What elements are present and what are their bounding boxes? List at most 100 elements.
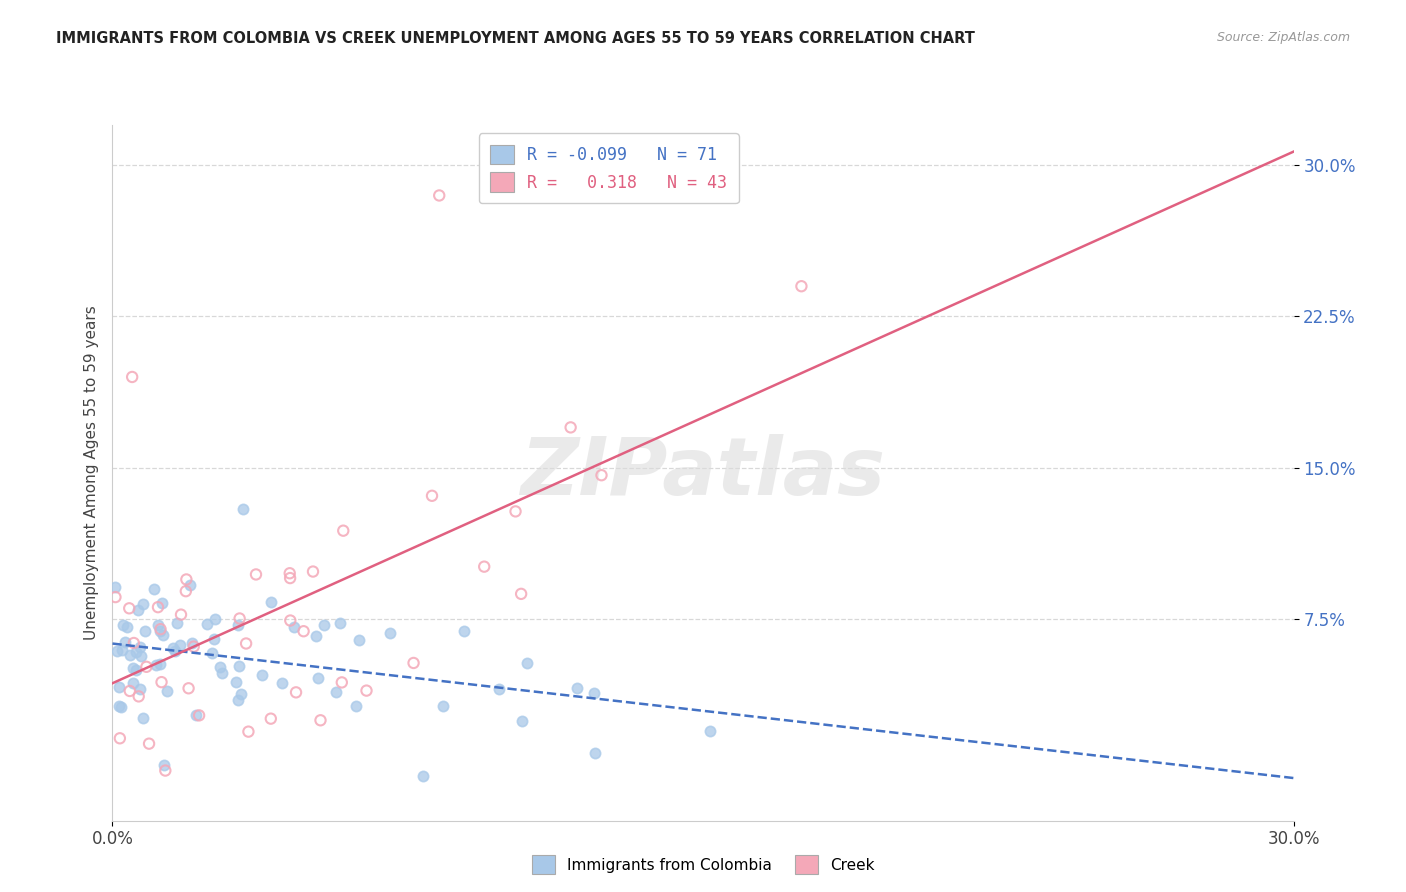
Point (177, 681, 200, 696)
Point (129, 682, 152, 697)
Point (245, 567, 267, 582)
Point (104, 590, 127, 604)
Point (170, 607, 193, 622)
Point (305, 629, 328, 643)
Point (135, 660, 157, 674)
Point (582, 686, 605, 700)
Point (149, 622, 172, 636)
Point (108, 731, 131, 746)
Point (278, 571, 301, 585)
Point (129, 649, 152, 664)
Point (134, 624, 156, 638)
Point (150, 675, 173, 690)
Point (314, 618, 336, 632)
Point (149, 657, 172, 671)
Point (108, 699, 131, 714)
Point (238, 724, 260, 739)
Point (112, 618, 135, 632)
Point (699, 724, 721, 739)
Point (111, 642, 134, 657)
Point (235, 636, 257, 650)
Point (118, 601, 141, 615)
Point (325, 685, 347, 699)
Point (115, 620, 138, 634)
Legend: R = -0.099   N = 71, R =   0.318   N = 43: R = -0.099 N = 71, R = 0.318 N = 43 (478, 133, 738, 203)
Text: ZIPatlas: ZIPatlas (520, 434, 886, 512)
Point (356, 683, 378, 698)
Point (146, 617, 169, 632)
Point (155, 764, 177, 778)
Point (278, 614, 301, 628)
Point (583, 746, 606, 760)
Point (332, 524, 354, 538)
Point (209, 660, 232, 674)
Point (510, 587, 533, 601)
Point (114, 634, 136, 648)
Point (165, 644, 187, 658)
Point (329, 615, 352, 630)
Point (432, 699, 454, 714)
Point (232, 502, 254, 516)
Point (127, 603, 149, 617)
Point (138, 737, 160, 751)
Point (104, 580, 127, 594)
Point (120, 648, 142, 663)
Point (122, 676, 145, 690)
Point (307, 671, 329, 685)
Point (250, 668, 273, 682)
Point (176, 573, 198, 587)
Point (226, 693, 249, 707)
Point (186, 707, 208, 722)
Point (347, 632, 370, 647)
Point (129, 640, 152, 654)
Point (292, 624, 315, 639)
Point (231, 687, 253, 701)
Point (149, 624, 172, 639)
Point (488, 681, 510, 696)
Point (344, 698, 367, 713)
Point (121, 370, 143, 384)
Point (412, 769, 434, 783)
Point (283, 620, 305, 634)
Point (188, 708, 211, 723)
Point (228, 659, 250, 673)
Point (181, 636, 204, 650)
Point (146, 600, 169, 615)
Text: Source: ZipAtlas.com: Source: ZipAtlas.com (1216, 31, 1350, 45)
Point (202, 632, 225, 647)
Point (260, 712, 283, 726)
Point (427, 188, 450, 202)
Point (560, 420, 582, 434)
Point (285, 685, 308, 699)
Point (152, 628, 174, 642)
Y-axis label: Unemployment Among Ages 55 to 59 years: Unemployment Among Ages 55 to 59 years (83, 305, 98, 640)
Point (162, 641, 184, 656)
Point (309, 713, 332, 727)
Text: IMMIGRANTS FROM COLOMBIA VS CREEK UNEMPLOYMENT AMONG AGES 55 TO 59 YEARS CORRELA: IMMIGRANTS FROM COLOMBIA VS CREEK UNEMPL… (56, 31, 976, 46)
Point (156, 684, 179, 698)
Point (169, 638, 191, 652)
Point (122, 660, 145, 674)
Point (516, 657, 538, 671)
Point (128, 690, 150, 704)
Point (142, 582, 165, 596)
Point (790, 279, 813, 293)
Point (271, 676, 294, 690)
Point (302, 565, 325, 579)
Point (132, 597, 155, 611)
Point (225, 674, 247, 689)
Point (183, 640, 205, 654)
Point (152, 596, 174, 610)
Point (105, 644, 128, 658)
Point (122, 636, 145, 650)
Point (378, 625, 401, 640)
Point (201, 646, 224, 660)
Point (166, 615, 188, 630)
Point (510, 714, 533, 728)
Point (211, 666, 233, 681)
Point (402, 656, 425, 670)
Point (179, 577, 201, 591)
Point (228, 611, 250, 625)
Point (278, 566, 301, 581)
Point (145, 657, 167, 672)
